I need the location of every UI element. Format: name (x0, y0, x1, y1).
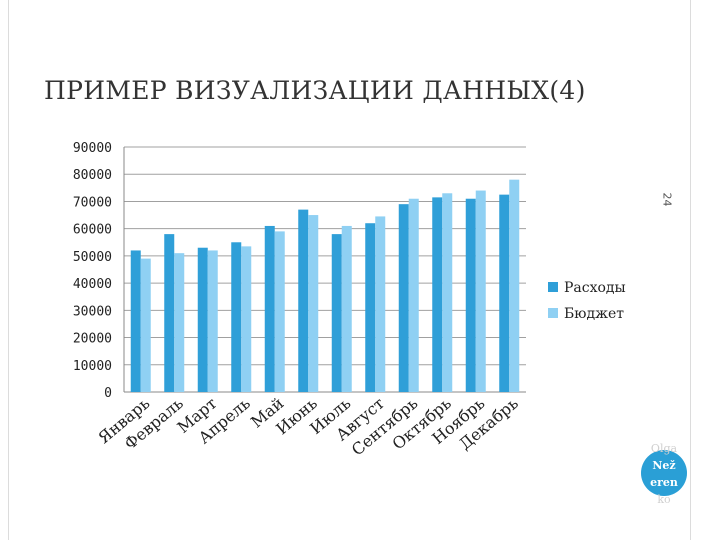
y-tick-label: 20000 (73, 332, 112, 347)
bar (408, 198, 419, 392)
y-tick-label: 40000 (73, 277, 112, 292)
bar (207, 250, 218, 392)
legend-label: Расходы (564, 280, 626, 296)
bar (197, 247, 208, 392)
author-name-line-1: Olga (650, 442, 678, 455)
bar (341, 225, 352, 392)
bar (465, 198, 476, 392)
bar (231, 242, 242, 392)
y-tick-label: 50000 (73, 250, 112, 265)
bar (398, 204, 409, 392)
frame-line-left (8, 0, 9, 540)
bar (331, 234, 342, 392)
y-tick-label: 0 (104, 386, 112, 401)
bar (274, 231, 285, 392)
author-name: Olga Než eren ko (641, 440, 687, 508)
author-badge-circle (641, 450, 687, 496)
frame-line-right (690, 0, 691, 540)
y-tick-label: 70000 (73, 195, 112, 210)
y-tick-label: 90000 (73, 141, 112, 156)
bar (432, 197, 443, 392)
bar (298, 209, 309, 392)
y-tick-label: 10000 (73, 359, 112, 374)
author-name-line-4: ko (657, 493, 671, 506)
bar (509, 179, 520, 392)
y-tick-label: 80000 (73, 168, 112, 183)
legend-label: Бюджет (564, 306, 624, 322)
bar (308, 215, 319, 392)
y-tick-label: 30000 (73, 304, 112, 319)
author-name-line-3: eren (650, 476, 678, 489)
bar (442, 193, 453, 392)
y-tick-label: 60000 (73, 223, 112, 238)
bar (174, 253, 185, 392)
bar (264, 225, 275, 392)
slide-title: ПРИМЕР ВИЗУАЛИЗАЦИИ ДАННЫХ(4) (44, 76, 586, 105)
bar (164, 234, 175, 392)
legend-swatch (548, 282, 558, 292)
bar (130, 250, 141, 392)
bar (375, 216, 386, 392)
bar (365, 223, 376, 392)
bar (499, 194, 510, 392)
author-name-line-2: Než (652, 459, 676, 472)
author-badge: Olga Než eren ko (641, 440, 687, 514)
legend-swatch (548, 308, 558, 318)
bar (475, 190, 486, 392)
bar (140, 258, 151, 392)
bar (241, 246, 252, 392)
